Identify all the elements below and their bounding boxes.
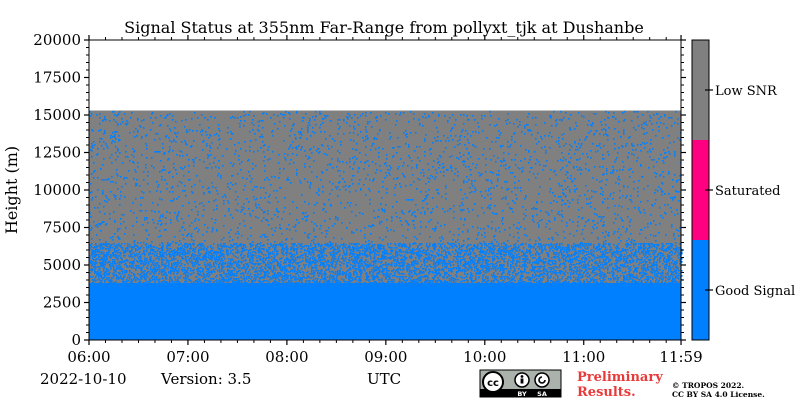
- x-tick-label: 11:00: [562, 348, 605, 366]
- footer-date: 2022-10-10: [40, 370, 126, 388]
- y-tick-label: 2500: [43, 294, 81, 312]
- good-signal-region: [89, 283, 681, 340]
- y-axis-label: Height (m): [2, 146, 21, 234]
- y-tick-label: 7500: [43, 219, 81, 237]
- chart-title: Signal Status at 355nm Far-Range from po…: [124, 18, 644, 37]
- colorbar-label: Saturated: [715, 184, 780, 199]
- colorbar: Good Signal Saturated Low SNR: [691, 39, 795, 341]
- x-tick-label: 11:59: [659, 348, 702, 366]
- x-tick-label: 10:00: [463, 348, 506, 366]
- preliminary-line-2: Results.: [577, 385, 636, 400]
- y-tick-label: 0: [71, 331, 81, 349]
- signal-speckle-points: [89, 111, 683, 285]
- y-tick-label: 17500: [33, 69, 81, 87]
- y-tick-label: 20000: [33, 31, 81, 49]
- preliminary-line-1: Preliminary: [577, 370, 663, 385]
- share-alike-icon: [534, 372, 550, 388]
- x-axis: 06:00 07:00 08:00 09:00 10:00 11:00 11:59: [67, 35, 703, 366]
- colorbar-label: Low SNR: [715, 84, 778, 99]
- footer-version: Version: 3.5: [160, 370, 251, 388]
- cc-license-badge: cc BY SA: [479, 369, 562, 398]
- cc-logo-icon: [482, 371, 504, 393]
- plot-area: [88, 39, 683, 341]
- sa-badge-text: SA: [537, 390, 547, 398]
- colorbar-frame: [691, 39, 710, 341]
- colorbar-segment: [692, 140, 709, 240]
- x-tick-label: 06:00: [67, 348, 110, 366]
- x-tick-label: 09:00: [364, 348, 407, 366]
- cc-badge-text: cc: [487, 378, 499, 389]
- x-tick-label: 08:00: [265, 348, 308, 366]
- y-tick-label: 10000: [33, 181, 81, 199]
- by-badge-text: BY: [517, 390, 527, 398]
- y-axis: 0 2500 5000 7500 10000 12500 15000 17500 20000: [33, 31, 686, 349]
- signal-speckle: [89, 111, 683, 285]
- copyright-line-2: CC BY SA 4.0 License.: [672, 390, 765, 399]
- y-tick-label: 5000: [43, 256, 81, 274]
- colorbar-segment: [692, 40, 709, 140]
- colorbar-segment: [692, 240, 709, 340]
- colorbar-label: Good Signal: [715, 284, 795, 299]
- copyright-line-1: © TROPOS 2022.: [672, 381, 744, 390]
- x-axis-label: UTC: [367, 370, 401, 388]
- x-tick-label: 07:00: [166, 348, 209, 366]
- y-tick-label: 15000: [33, 106, 81, 124]
- y-tick-label: 12500: [33, 144, 81, 162]
